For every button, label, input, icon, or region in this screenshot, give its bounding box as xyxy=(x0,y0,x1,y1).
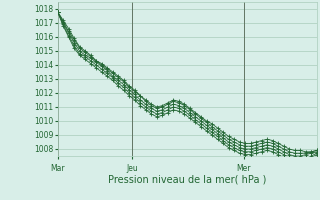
X-axis label: Pression niveau de la mer( hPa ): Pression niveau de la mer( hPa ) xyxy=(108,174,266,184)
